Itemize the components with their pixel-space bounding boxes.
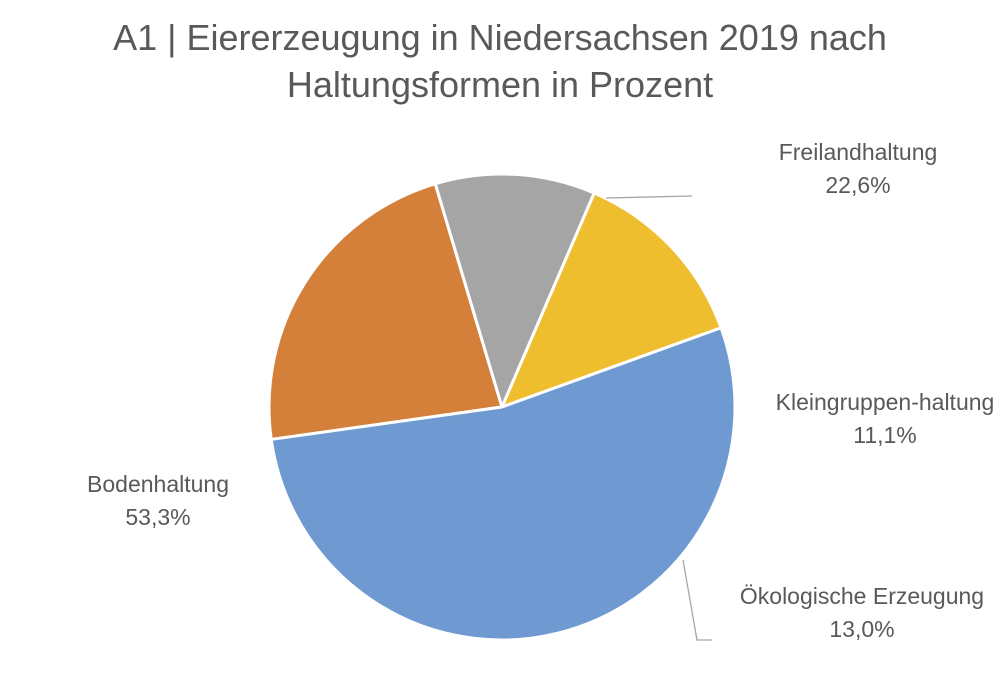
data-labels: Freilandhaltung 22,6% Kleingruppen-haltung… bbox=[87, 139, 994, 642]
pie-slice-bodenhaltung bbox=[269, 326, 737, 642]
chart-title-line-2: Haltungsformen in Prozent bbox=[286, 64, 714, 105]
data-label-value-freilandhaltung: 22,6% bbox=[825, 172, 890, 198]
data-label-name-oekologische-erzeugung: Ökologische Erzeugung bbox=[740, 583, 984, 609]
pie-slice-kleingruppen-haltung bbox=[433, 172, 596, 409]
data-label-name-bodenhaltung: Bodenhaltung bbox=[87, 471, 229, 497]
pie-slices bbox=[267, 172, 737, 642]
data-label-value-kleingruppen-haltung: 11,1% bbox=[853, 422, 917, 448]
chart-title: A1 | Eiererzeugung in Niedersachsen 2019… bbox=[0, 14, 1000, 108]
leader-line-oekologische-erzeugung bbox=[682, 559, 712, 641]
data-label-value-bodenhaltung: 53,3% bbox=[125, 504, 190, 530]
leader-lines bbox=[605, 195, 712, 641]
leader-line-freilandhaltung bbox=[605, 195, 693, 199]
pie-slice-freilandhaltung bbox=[267, 182, 504, 441]
data-label-name-kleingruppen-haltung: Kleingruppen-haltung bbox=[776, 389, 995, 415]
data-label-name-freilandhaltung: Freilandhaltung bbox=[779, 139, 938, 165]
chart-title-line-1: A1 | Eiererzeugung in Niedersachsen 2019… bbox=[113, 17, 887, 58]
pie-slice-oekologische-erzeugung bbox=[500, 191, 723, 409]
data-label-value-oekologische-erzeugung: 13,0% bbox=[829, 616, 894, 642]
